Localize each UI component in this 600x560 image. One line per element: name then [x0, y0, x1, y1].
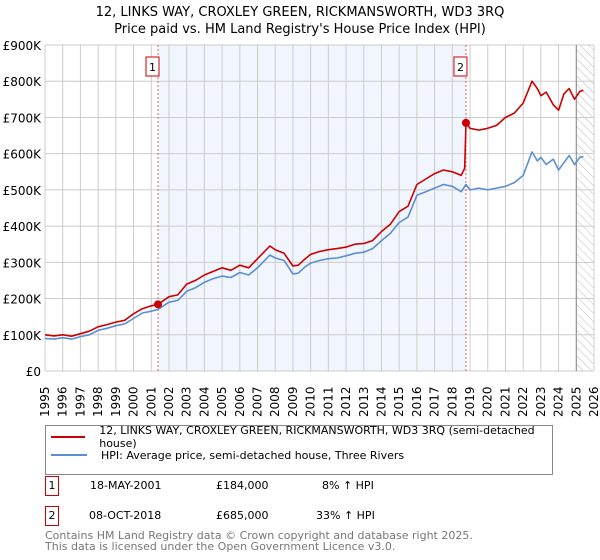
chart-legend: 12, LINKS WAY, CROXLEY GREEN, RICKMANSWO…: [45, 424, 553, 475]
x-tick-label: 2003: [180, 386, 194, 417]
sale-point: [461, 118, 470, 127]
y-tick-label: £700K: [3, 111, 43, 125]
x-tick-label: 2000: [127, 386, 141, 417]
chart-subtitle: Price paid vs. HM Land Registry's House …: [114, 22, 486, 37]
x-tick-label: 2013: [357, 386, 371, 417]
property-series-line: [44, 80, 584, 337]
shaded-period: [157, 45, 466, 371]
y-tick-label: £100K: [3, 329, 43, 343]
x-tick-label: 2019: [463, 386, 477, 417]
sale-row: 1 18-MAY-2001 £184,000 8% ↑ HPI: [45, 476, 565, 496]
sale-hpi-diff: 33% ↑ HPI: [316, 509, 375, 522]
sale-hpi-diff: 8% ↑ HPI: [322, 479, 374, 492]
y-tick-label: £400K: [3, 220, 43, 234]
x-tick-label: 2017: [428, 386, 442, 417]
x-tick-label: 1998: [91, 386, 105, 417]
x-tick-label: 1995: [38, 386, 52, 417]
legend-item-property: 12, LINKS WAY, CROXLEY GREEN, RICKMANSWO…: [51, 424, 552, 450]
sale-price: £685,000: [216, 509, 269, 522]
sale-marker-label: 1: [149, 61, 156, 74]
chart-title: 12, LINKS WAY, CROXLEY GREEN, RICKMANSWO…: [95, 5, 505, 20]
x-tick-label: 1999: [109, 386, 123, 417]
y-tick-label: £300K: [3, 256, 43, 270]
sale-marker-badge: [453, 56, 468, 77]
attribution: Contains HM Land Registry data © Crown c…: [45, 530, 473, 552]
sale-badge: 2: [45, 506, 59, 526]
y-tick-label: £200K: [3, 293, 43, 307]
attribution-line: This data is licensed under the Open Gov…: [45, 540, 396, 553]
sale-price: £184,000: [216, 479, 269, 492]
x-tick-label: 2016: [410, 386, 424, 417]
x-tick-label: 2023: [534, 386, 548, 417]
x-tick-label: 1996: [56, 386, 70, 417]
x-tick-label: 2011: [321, 386, 335, 417]
x-tick-label: 2020: [481, 386, 495, 417]
legend-swatch-blue: [51, 454, 87, 456]
x-tick-label: 2001: [144, 386, 158, 417]
x-tick-label: 2012: [339, 386, 353, 417]
x-tick-label: 2022: [516, 386, 530, 417]
sale-date: 18-MAY-2001: [90, 479, 162, 492]
forecast-hatch: [576, 45, 594, 371]
x-tick-label: 2002: [162, 386, 176, 417]
hpi-series-line: [44, 151, 584, 340]
sale-date: 08-OCT-2018: [89, 509, 162, 522]
y-tick-label: £0: [26, 365, 41, 379]
chart-plot: 1995 1996 1997 1998 1999 2000 2001 2002 2003 2004…: [3, 39, 600, 417]
x-tick-label: 2015: [392, 386, 406, 417]
legend-item-hpi: HPI: Average price, semi-detached house,…: [51, 447, 404, 463]
legend-swatch-red: [51, 436, 86, 438]
sale-marker-badge: [145, 56, 160, 77]
x-tick-label: 1997: [73, 386, 87, 417]
y-tick-label: £900K: [3, 39, 43, 53]
y-tick-label: £800K: [3, 75, 43, 89]
sale-marker-label: 2: [457, 61, 464, 74]
sale-badge: 1: [45, 476, 59, 496]
x-tick-label: 2025: [569, 386, 583, 417]
x-tick-label: 2021: [498, 386, 512, 417]
x-tick-label: 2004: [197, 386, 211, 417]
attribution-line: Contains HM Land Registry data © Crown c…: [45, 529, 473, 542]
x-tick-label: 2018: [445, 386, 459, 417]
x-tick-label: 2006: [233, 386, 247, 417]
x-tick-label: 2026: [587, 386, 600, 417]
x-tick-label: 2008: [268, 386, 282, 417]
sale-row: 2 08-OCT-2018 £685,000 33% ↑ HPI: [45, 506, 565, 526]
x-tick-label: 2010: [304, 386, 318, 417]
x-tick-label: 2005: [215, 386, 229, 417]
legend-label-property: 12, LINKS WAY, CROXLEY GREEN, RICKMANSWO…: [99, 424, 535, 450]
x-tick-label: 2007: [251, 386, 265, 417]
y-tick-label: £500K: [3, 184, 43, 198]
x-tick-label: 2014: [374, 386, 388, 417]
sale-point: [153, 300, 162, 309]
y-tick-label: £600K: [3, 148, 43, 162]
legend-label-hpi: HPI: Average price, semi-detached house,…: [101, 448, 405, 462]
x-tick-label: 2009: [286, 386, 300, 417]
x-tick-label: 2024: [552, 386, 566, 417]
